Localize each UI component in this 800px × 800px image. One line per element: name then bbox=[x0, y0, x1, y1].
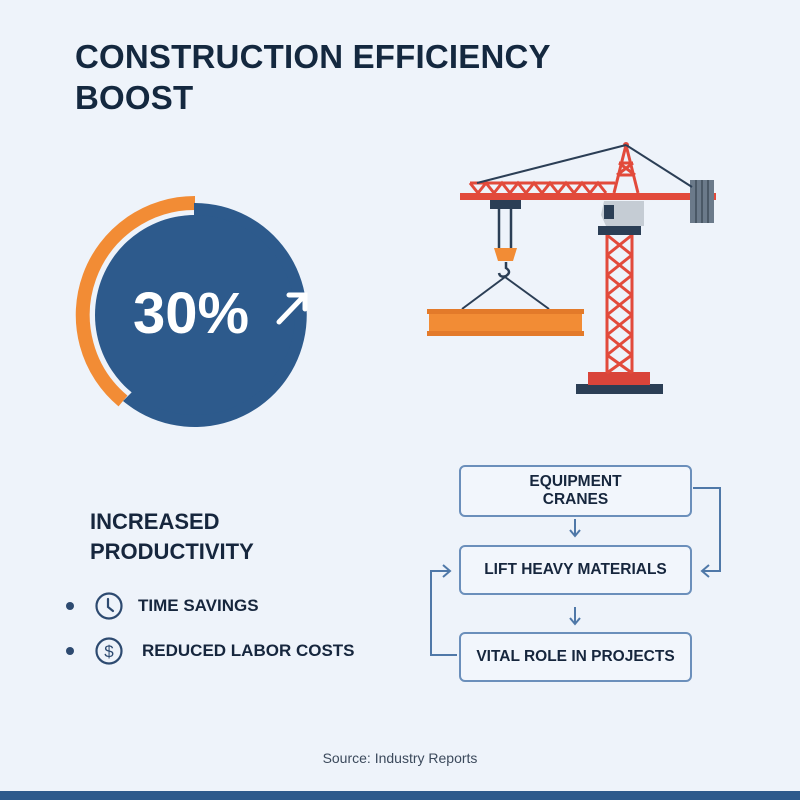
arrow-up-right-icon bbox=[276, 292, 308, 325]
dollar-icon: $ bbox=[95, 637, 123, 665]
orange-progress-arc bbox=[75, 195, 196, 407]
source-caption: Source: Industry Reports bbox=[322, 750, 478, 766]
benefit-item-time-savings: TIME SAVINGS bbox=[66, 591, 259, 621]
page-title: CONSTRUCTION EFFICIENCY BOOST bbox=[75, 36, 551, 118]
tower-crane-illustration bbox=[427, 142, 716, 394]
benefit-label: TIME SAVINGS bbox=[138, 596, 259, 615]
bullet-dot bbox=[66, 602, 74, 610]
flow-step-vital-role: VITAL ROLE IN PROJECTS bbox=[459, 632, 692, 682]
svg-text:$: $ bbox=[104, 642, 114, 661]
productivity-heading: INCREASED PRODUCTIVITY bbox=[90, 509, 254, 564]
benefit-label: REDUCED LABOR COSTS bbox=[142, 641, 355, 660]
benefit-item-reduced-labor-costs: $ REDUCED LABOR COSTS bbox=[66, 636, 355, 666]
bottom-accent-bar bbox=[0, 791, 800, 800]
flow-step-equipment-cranes: EQUIPMENT CRANES bbox=[459, 465, 692, 517]
percentage-donut-chart bbox=[75, 195, 308, 427]
flow-step-lift-heavy-materials: LIFT HEAVY MATERIALS bbox=[459, 545, 692, 595]
title-line-1: CONSTRUCTION EFFICIENCY bbox=[75, 38, 551, 75]
title-line-2: BOOST bbox=[75, 79, 194, 116]
bullet-dot bbox=[66, 647, 74, 655]
metric-value: 30% bbox=[133, 281, 250, 346]
clock-icon bbox=[95, 592, 123, 620]
flow-connectors bbox=[430, 487, 721, 656]
